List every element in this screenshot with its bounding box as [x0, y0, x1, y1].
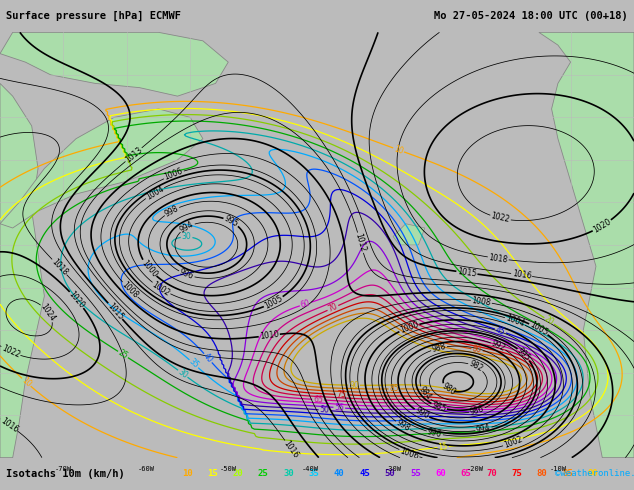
- Text: 996: 996: [427, 427, 443, 439]
- Text: -60W: -60W: [138, 466, 154, 472]
- Polygon shape: [539, 32, 634, 458]
- Text: 90: 90: [349, 381, 359, 390]
- Text: 1010: 1010: [259, 330, 280, 341]
- Text: 80: 80: [472, 344, 482, 355]
- Text: 1022: 1022: [490, 212, 511, 225]
- Text: -70W: -70W: [55, 466, 72, 472]
- Text: 1008: 1008: [471, 296, 491, 307]
- Text: 1018: 1018: [488, 253, 508, 264]
- Text: 75: 75: [512, 469, 522, 478]
- Text: 15: 15: [438, 442, 448, 452]
- Text: 1016: 1016: [512, 269, 532, 281]
- Text: 1015: 1015: [105, 301, 125, 321]
- Text: 994: 994: [476, 423, 491, 435]
- Text: 60: 60: [299, 298, 311, 310]
- Text: 10: 10: [20, 376, 33, 389]
- Text: 40: 40: [202, 351, 214, 365]
- Text: 995: 995: [223, 214, 240, 229]
- Text: 25: 25: [258, 469, 268, 478]
- Text: 998: 998: [163, 204, 180, 219]
- Text: -50W: -50W: [220, 466, 236, 472]
- Text: 35: 35: [187, 357, 200, 370]
- Text: 1012: 1012: [354, 232, 368, 253]
- Text: 65: 65: [461, 469, 471, 478]
- Text: -40W: -40W: [302, 466, 319, 472]
- Text: 1002: 1002: [503, 435, 524, 450]
- Text: 985: 985: [430, 400, 447, 414]
- Text: 20: 20: [233, 469, 243, 478]
- Text: 55: 55: [334, 403, 344, 413]
- Text: 1000: 1000: [399, 320, 420, 335]
- Text: 994: 994: [179, 220, 196, 235]
- Polygon shape: [0, 109, 203, 228]
- Text: 70: 70: [327, 302, 339, 314]
- Text: 988: 988: [431, 342, 447, 354]
- Text: -10W: -10W: [550, 466, 566, 472]
- Text: 60: 60: [436, 469, 446, 478]
- Text: 982: 982: [467, 359, 484, 374]
- Text: 50: 50: [385, 469, 395, 478]
- Text: 25: 25: [117, 348, 129, 361]
- Text: 1016: 1016: [281, 439, 301, 460]
- Text: 1005: 1005: [263, 294, 284, 311]
- Text: 1018: 1018: [49, 257, 69, 277]
- Text: 1005: 1005: [528, 320, 549, 338]
- Text: 85: 85: [562, 469, 573, 478]
- Text: ©weatheronline.co.uk: ©weatheronline.co.uk: [555, 469, 634, 478]
- Text: 55: 55: [410, 469, 420, 478]
- Text: 1013: 1013: [124, 145, 144, 164]
- Text: 75: 75: [336, 390, 346, 399]
- Text: 85: 85: [389, 384, 399, 393]
- Text: 70: 70: [486, 469, 496, 478]
- Text: 1022: 1022: [0, 343, 21, 360]
- Text: 986: 986: [469, 404, 485, 417]
- Text: 10: 10: [182, 469, 192, 478]
- Text: 980: 980: [440, 382, 457, 397]
- Text: 1015: 1015: [456, 267, 477, 278]
- Text: 984: 984: [417, 385, 433, 402]
- Text: Mo 27-05-2024 18:00 UTC (00+18): Mo 27-05-2024 18:00 UTC (00+18): [434, 11, 628, 21]
- Text: 10: 10: [392, 144, 404, 156]
- Polygon shape: [0, 83, 44, 458]
- Text: Surface pressure [hPa] ECMWF: Surface pressure [hPa] ECMWF: [6, 11, 181, 21]
- Text: 45: 45: [495, 325, 507, 337]
- Text: 1020: 1020: [67, 290, 86, 310]
- Text: 1020: 1020: [592, 217, 612, 235]
- Text: 1002: 1002: [151, 280, 172, 297]
- Polygon shape: [393, 224, 425, 245]
- Text: 50: 50: [319, 405, 330, 415]
- Text: 998: 998: [394, 418, 411, 433]
- Text: 1000: 1000: [139, 258, 158, 279]
- Text: 40: 40: [334, 469, 344, 478]
- Text: 80: 80: [537, 469, 547, 478]
- Text: 90: 90: [588, 469, 598, 478]
- Text: 996: 996: [178, 268, 195, 281]
- Text: 20: 20: [543, 315, 555, 327]
- Text: 30: 30: [283, 469, 294, 478]
- Text: -20W: -20W: [467, 466, 484, 472]
- Text: 30: 30: [176, 367, 190, 380]
- Polygon shape: [0, 32, 228, 96]
- Text: 1008: 1008: [120, 280, 140, 300]
- Text: 1016: 1016: [0, 416, 20, 434]
- Text: 65: 65: [313, 395, 323, 404]
- Text: 35: 35: [309, 469, 319, 478]
- Text: 1006: 1006: [163, 167, 184, 182]
- Text: 990: 990: [413, 406, 430, 421]
- Text: 1004: 1004: [144, 184, 165, 201]
- Text: 992: 992: [490, 339, 507, 353]
- Text: 995: 995: [515, 346, 532, 363]
- Text: -30W: -30W: [385, 466, 401, 472]
- Text: 30: 30: [182, 232, 191, 242]
- Text: 1004: 1004: [505, 314, 526, 329]
- Text: 15: 15: [207, 469, 217, 478]
- Text: 1006: 1006: [399, 446, 420, 461]
- Text: Isotachs 10m (km/h): Isotachs 10m (km/h): [6, 469, 125, 479]
- Text: 1024: 1024: [39, 302, 57, 323]
- Text: 45: 45: [359, 469, 370, 478]
